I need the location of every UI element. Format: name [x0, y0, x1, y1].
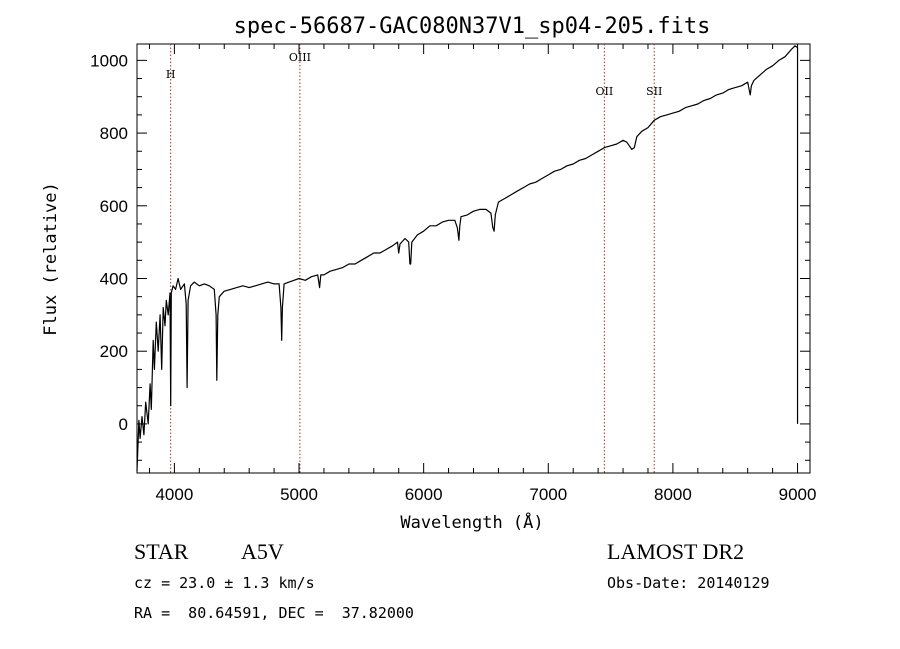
- plot-frame: [136, 43, 811, 474]
- y-tick-label: 400: [100, 269, 128, 288]
- survey-name: LAMOST DR2: [607, 539, 745, 564]
- x-tick-label: 6000: [405, 485, 443, 504]
- y-axis-label: Flux (relative): [41, 182, 61, 336]
- reference-line-label: H: [166, 68, 176, 81]
- redshift-readout: cz = 23.0 ± 1.3 km/s: [134, 574, 315, 592]
- obs-date: Obs-Date: 20140129: [607, 574, 770, 592]
- reference-lines: H OIII OII SII: [166, 44, 662, 473]
- reference-line-label: SII: [646, 85, 662, 98]
- spectrum-chart: spec-56687-GAC080N37V1_sp04-205.fits H OI…: [41, 14, 816, 533]
- y-tick-label: 1000: [90, 51, 128, 70]
- object-class: STAR: [134, 539, 189, 564]
- spectrum-line: [136, 45, 798, 472]
- y-tick-label: 600: [100, 197, 128, 216]
- y-tick-label: 0: [119, 415, 128, 434]
- chart-title: spec-56687-GAC080N37V1_sp04-205.fits: [234, 14, 711, 39]
- spectral-subclass: A5V: [241, 539, 284, 564]
- y-tick-label: 200: [100, 342, 128, 361]
- reference-line-label: OII: [596, 85, 614, 98]
- x-tick-label: 4000: [155, 485, 193, 504]
- coordinates: RA = 80.64591, DEC = 37.82000: [134, 604, 414, 622]
- x-tick-label: 7000: [529, 485, 567, 504]
- x-tick-label: 9000: [779, 485, 817, 504]
- x-tick-label: 8000: [654, 485, 692, 504]
- spectrum-series: [136, 45, 799, 472]
- reference-line-label: OIII: [289, 51, 311, 64]
- y-tick-label: 800: [100, 124, 128, 143]
- x-tick-label: 5000: [280, 485, 318, 504]
- x-axis-label: Wavelength (Å): [400, 511, 543, 533]
- axis-ticks: 4000 5000 6000 7000 8000 9000 0 200 400 600 800 100…: [90, 44, 816, 504]
